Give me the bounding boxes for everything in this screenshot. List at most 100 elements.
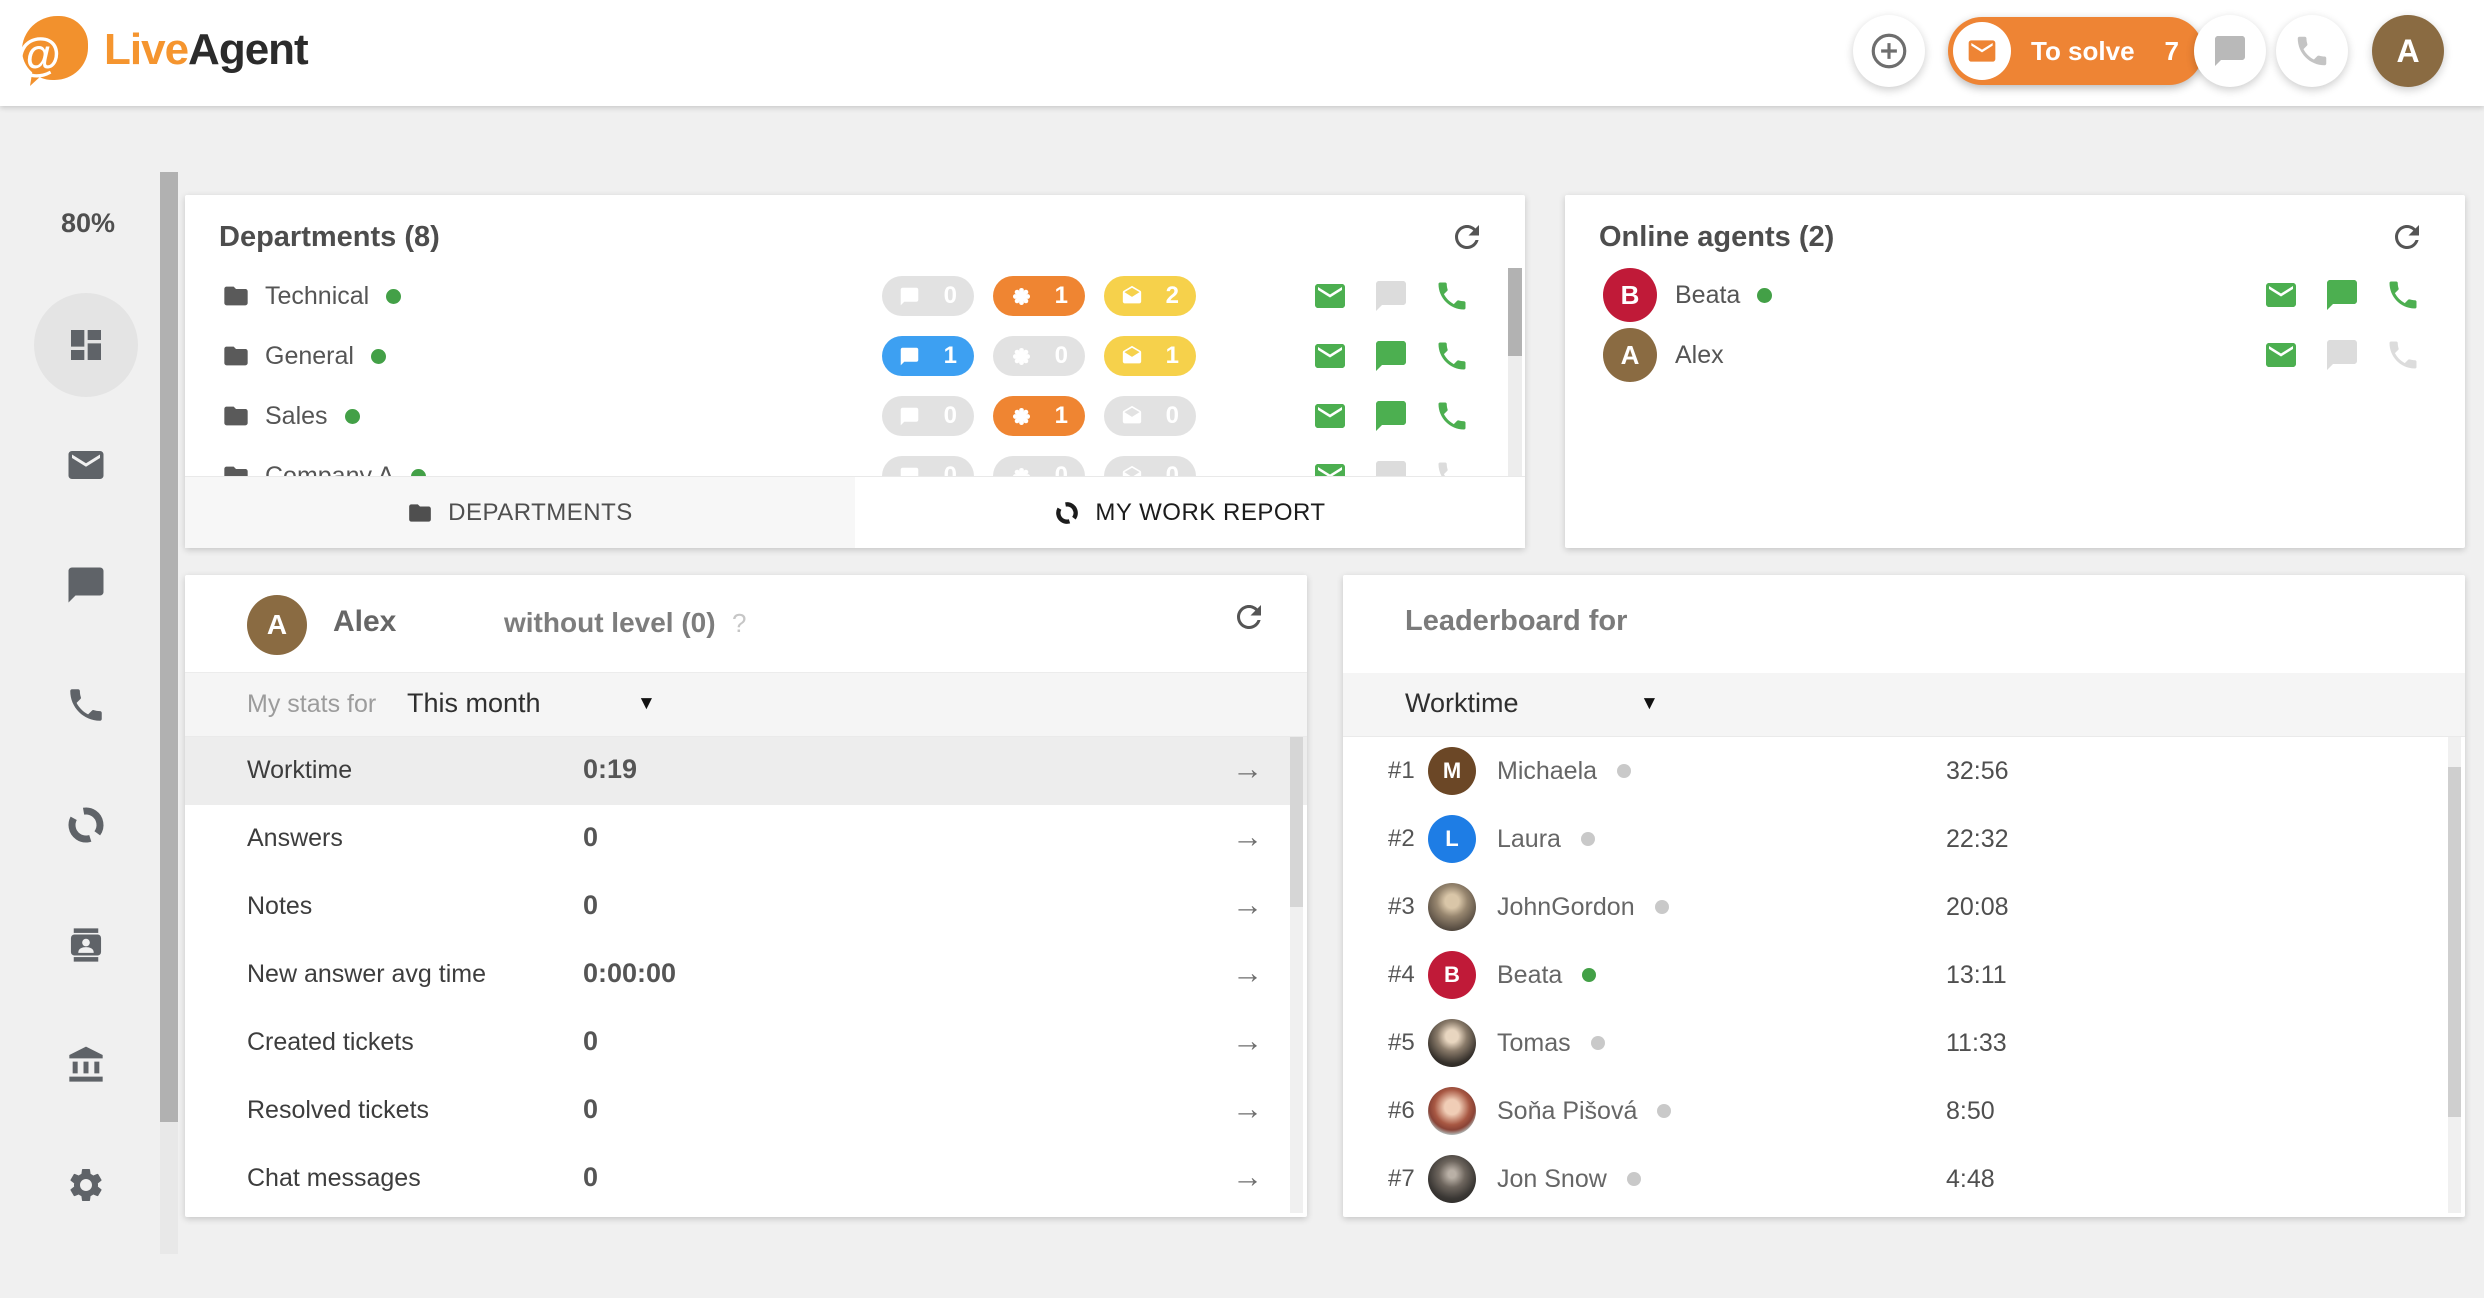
calls-count-badge[interactable]: 0 — [993, 336, 1085, 376]
add-new-button[interactable] — [1853, 15, 1925, 87]
arrow-right-icon[interactable]: → — [1232, 955, 1263, 990]
stat-row[interactable]: Resolved tickets 0 → — [185, 1077, 1307, 1145]
arrow-right-icon[interactable]: → — [1232, 887, 1263, 922]
tickets-count-badge[interactable]: 1 — [1104, 336, 1196, 376]
plus-circle-icon — [1868, 30, 1910, 72]
sidebar-item-dashboard[interactable] — [34, 293, 138, 397]
new-ticket-action[interactable] — [1312, 458, 1348, 476]
new-ticket-action[interactable] — [1312, 338, 1348, 374]
calls-count-badge[interactable]: 1 — [993, 276, 1085, 316]
new-ticket-action[interactable] — [2263, 337, 2299, 373]
new-call-action[interactable] — [1434, 398, 1470, 434]
stats-scrollbar-thumb[interactable] — [1290, 737, 1303, 907]
agent-name: Soňa Pišová — [1497, 1096, 1638, 1125]
leaderboard-row: #5 Tomas 11:33 — [1343, 1009, 2465, 1077]
chat-bubble-icon — [1373, 458, 1409, 476]
stat-row[interactable]: Chat messages 0 → — [185, 1145, 1307, 1213]
status-dot — [1757, 287, 1773, 303]
chats-count-badge[interactable]: 0 — [882, 456, 974, 476]
tab-departments[interactable]: DEPARTMENTS — [185, 477, 855, 548]
chats-count-badge[interactable]: 0 — [882, 276, 974, 316]
department-row[interactable]: Company A 0 0 0 — [185, 446, 1525, 476]
new-chat-action[interactable] — [1373, 338, 1409, 374]
rank-label: #1 — [1388, 757, 1415, 784]
new-ticket-action[interactable] — [2263, 277, 2299, 313]
stat-row[interactable]: New answer avg time 0:00:00 → — [185, 941, 1307, 1009]
refresh-button[interactable] — [1231, 599, 1267, 635]
arrow-right-icon[interactable]: → — [1232, 751, 1263, 786]
tab-my-work-report[interactable]: MY WORK REPORT — [855, 477, 1525, 548]
liveagent-logo[interactable]: @ LiveAgent — [16, 12, 309, 88]
stat-value: 0 — [583, 1026, 599, 1056]
chevron-down-icon[interactable]: ▼ — [637, 693, 656, 714]
new-chat-action[interactable] — [1373, 398, 1409, 434]
new-chat-action[interactable] — [2324, 277, 2360, 313]
chats-button[interactable] — [2194, 15, 2266, 87]
department-row[interactable]: Technical 0 1 2 — [185, 266, 1525, 326]
main-scrollbar[interactable] — [160, 172, 178, 1254]
mail-icon — [1312, 458, 1348, 476]
phone-icon — [1434, 458, 1470, 476]
new-call-action[interactable] — [1434, 278, 1470, 314]
avatar: A — [1603, 328, 1657, 382]
new-call-action[interactable] — [1434, 458, 1470, 476]
chats-count-badge[interactable]: 0 — [882, 396, 974, 436]
stat-row[interactable]: Worktime 0:19 → — [185, 737, 1307, 805]
sun-burst-icon — [1010, 465, 1033, 477]
metric-dropdown[interactable]: Worktime — [1405, 688, 1519, 718]
tickets-count-badge[interactable]: 0 — [1104, 396, 1196, 436]
sidebar-item-tickets[interactable] — [34, 413, 138, 517]
departments-scrollbar-thumb[interactable] — [1508, 268, 1522, 356]
calls-count-badge[interactable]: 0 — [993, 456, 1085, 476]
arrow-right-icon[interactable]: → — [1232, 1091, 1263, 1126]
sidebar-item-customers[interactable] — [34, 893, 138, 997]
chevron-down-icon[interactable]: ▼ — [1640, 693, 1659, 714]
agent-row[interactable]: A Alex — [1565, 325, 2465, 385]
leaderboard-scrollbar[interactable] — [2448, 737, 2461, 1213]
agent-row[interactable]: B Beata — [1565, 265, 2465, 325]
arrow-right-icon[interactable]: → — [1232, 819, 1263, 854]
agent-name: Laura — [1497, 824, 1561, 853]
new-chat-action[interactable] — [2324, 337, 2360, 373]
chats-count-badge[interactable]: 1 — [882, 336, 974, 376]
new-call-action[interactable] — [2385, 277, 2421, 313]
stat-row[interactable]: Answers 0 → — [185, 805, 1307, 873]
new-ticket-action[interactable] — [1312, 398, 1348, 434]
user-avatar[interactable]: A — [2372, 15, 2444, 87]
departments-scrollbar[interactable] — [1508, 268, 1522, 476]
arrow-right-icon[interactable]: → — [1232, 1023, 1263, 1058]
sidebar-item-companies[interactable] — [34, 1013, 138, 1117]
refresh-button[interactable] — [2389, 219, 2425, 255]
new-chat-action[interactable] — [1373, 278, 1409, 314]
calls-button[interactable] — [2276, 15, 2348, 87]
department-row[interactable]: Sales 0 1 0 — [185, 386, 1525, 446]
stat-label: Resolved tickets — [247, 1096, 430, 1124]
tickets-count-badge[interactable]: 0 — [1104, 456, 1196, 476]
sidebar-item-chats[interactable] — [34, 533, 138, 637]
sidebar-item-calls[interactable] — [34, 653, 138, 757]
stats-scrollbar[interactable] — [1290, 737, 1303, 1213]
sidebar-item-settings[interactable] — [34, 1133, 138, 1237]
main-scrollbar-thumb[interactable] — [160, 172, 178, 1122]
period-dropdown[interactable]: This month — [407, 688, 541, 718]
new-chat-action[interactable] — [1373, 458, 1409, 476]
leaderboard-scrollbar-thumb[interactable] — [2448, 767, 2461, 1117]
help-icon[interactable]: ? — [732, 608, 747, 638]
stat-value: 0 — [583, 1162, 599, 1192]
new-call-action[interactable] — [2385, 337, 2421, 373]
new-ticket-action[interactable] — [1312, 278, 1348, 314]
refresh-button[interactable] — [1449, 219, 1485, 255]
to-solve-label: To solve — [2031, 35, 2135, 66]
department-row[interactable]: General 1 0 1 — [185, 326, 1525, 386]
sidebar-item-reports[interactable] — [34, 773, 138, 877]
rank-label: #5 — [1388, 1029, 1415, 1056]
new-call-action[interactable] — [1434, 338, 1470, 374]
stat-row[interactable]: Notes 0 → — [185, 873, 1307, 941]
status-dot — [411, 468, 427, 476]
tickets-count-badge[interactable]: 2 — [1104, 276, 1196, 316]
status-dot — [370, 348, 386, 364]
to-solve-button[interactable]: To solve 7 — [1948, 17, 2204, 85]
calls-count-badge[interactable]: 1 — [993, 396, 1085, 436]
stat-row[interactable]: Created tickets 0 → — [185, 1009, 1307, 1077]
arrow-right-icon[interactable]: → — [1232, 1159, 1263, 1194]
